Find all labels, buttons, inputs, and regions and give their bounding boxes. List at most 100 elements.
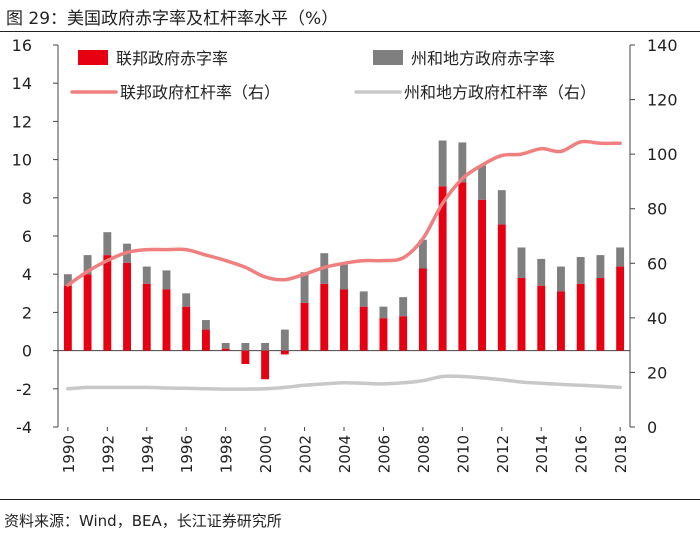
y-right-tick-label: 80	[647, 200, 667, 219]
x-tick-label: 2018	[612, 435, 630, 473]
y-left-tick-label: 4	[22, 265, 32, 284]
bar-federal-deficit	[497, 224, 506, 351]
legend-state-local-leverage-label: 州和地方政府杠杆率（右）	[404, 83, 596, 102]
bar-federal-deficit	[261, 350, 270, 380]
bar-federal-deficit	[359, 306, 368, 351]
bar-federal-deficit	[418, 268, 427, 351]
y-left-tick-label: 2	[22, 303, 32, 322]
y-left-tick-label: 16	[12, 36, 32, 55]
bar-state-local-deficit	[83, 255, 92, 275]
bar-federal-deficit	[438, 186, 447, 351]
x-tick-label: 1992	[99, 435, 117, 473]
y-left-tick-label: 10	[12, 151, 32, 170]
x-tick-label: 2006	[375, 435, 393, 473]
legend-federal-deficit-label: 联邦政府赤字率	[116, 49, 228, 68]
figure-source: 资料来源：Wind，BEA，长江证券研究所	[4, 512, 282, 530]
bar-federal-deficit	[616, 266, 625, 351]
bar-state-local-deficit	[280, 329, 289, 351]
line-federal-leverage	[66, 139, 622, 287]
legend-federal-deficit-swatch	[78, 50, 108, 65]
bar-state-local-deficit	[201, 320, 210, 330]
y-left-tick-label: 6	[22, 227, 32, 246]
bar-federal-deficit	[517, 278, 526, 351]
bar-federal-deficit	[399, 316, 408, 351]
bar-state-local-deficit	[142, 266, 151, 284]
x-tick-label: 2016	[573, 435, 591, 473]
source-divider	[0, 499, 700, 500]
bar-federal-deficit	[182, 306, 191, 351]
bar-state-local-deficit	[418, 239, 427, 269]
bar-federal-deficit	[458, 182, 467, 351]
bar-federal-deficit	[596, 278, 605, 351]
y-right-tick-label: 40	[647, 309, 667, 328]
bar-federal-deficit	[576, 283, 585, 351]
y-left-tick-label: 12	[12, 112, 32, 131]
x-tick-label: 2008	[415, 435, 433, 473]
bar-state-local-deficit	[221, 342, 230, 349]
legend-federal-leverage-label: 联邦政府杠杆率（右）	[120, 83, 280, 102]
bar-state-local-deficit	[300, 272, 309, 303]
x-tick-label: 2014	[533, 435, 551, 473]
bar-state-local-deficit	[458, 142, 467, 183]
bar-state-local-deficit	[478, 165, 487, 200]
bar-federal-deficit	[241, 350, 250, 364]
bar-federal-deficit	[379, 318, 388, 351]
line-state-local-leverage	[66, 374, 622, 391]
bar-federal-deficit	[142, 283, 151, 351]
bar-state-local-deficit	[340, 264, 348, 290]
bar-state-local-deficit	[517, 247, 526, 279]
bar-federal-deficit	[300, 302, 309, 351]
bar-state-local-deficit	[438, 140, 447, 187]
figure-title: 图 29：美国政府赤字率及杠杆率水平（%）	[6, 9, 339, 29]
x-tick-label: 2012	[494, 435, 512, 473]
y-right-tick-label: 120	[647, 91, 678, 110]
bar-state-local-deficit	[359, 291, 368, 307]
bar-state-local-deficit	[379, 306, 388, 319]
bar-federal-deficit	[83, 274, 92, 351]
y-left-tick-label: -4	[16, 418, 32, 437]
x-tick-label: 2004	[336, 435, 354, 473]
x-tick-label: 1996	[178, 435, 196, 473]
bar-state-local-deficit	[182, 293, 191, 307]
bar-state-local-deficit	[399, 297, 408, 317]
y-left-tick-label: 8	[22, 189, 32, 208]
bar-federal-deficit	[123, 262, 131, 351]
bar-state-local-deficit	[616, 247, 625, 267]
bar-state-local-deficit	[576, 257, 585, 284]
bar-federal-deficit	[280, 350, 289, 355]
y-left-tick-label: 14	[12, 74, 32, 93]
y-right-tick-label: 60	[647, 254, 667, 273]
x-tick-label: 1998	[218, 435, 236, 473]
bar-state-local-deficit	[261, 342, 270, 351]
legend-state-local-deficit-label: 州和地方政府赤字率	[411, 49, 555, 68]
bar-state-local-deficit	[596, 255, 605, 279]
bar-federal-deficit	[478, 199, 487, 351]
y-right-tick-label: 100	[647, 145, 678, 164]
bar-state-local-deficit	[103, 232, 112, 256]
y-right-tick-label: 0	[647, 418, 657, 437]
bar-state-local-deficit	[162, 270, 171, 290]
bar-state-local-deficit	[497, 190, 506, 225]
bar-federal-deficit	[340, 289, 348, 351]
x-tick-label: 2000	[257, 435, 275, 473]
bar-federal-deficit	[162, 289, 171, 351]
bar-state-local-deficit	[241, 342, 250, 351]
x-tick-label: 2002	[297, 435, 315, 473]
y-right-tick-label: 140	[647, 36, 678, 55]
bar-federal-deficit	[221, 348, 230, 351]
bar-federal-deficit	[103, 255, 112, 351]
bar-state-local-deficit	[537, 258, 546, 286]
bar-federal-deficit	[537, 285, 546, 351]
bar-state-local-deficit	[63, 274, 72, 286]
x-tick-label: 2010	[454, 435, 472, 473]
y-right-tick-label: 20	[647, 363, 667, 382]
chart: -4 -2 0 2 4 6 8 10 12 14 16 0 20 40 60 80 100 120 140 1990 1…	[12, 36, 678, 473]
legend-state-local-deficit-swatch	[373, 50, 403, 65]
bar-federal-deficit	[63, 285, 72, 351]
x-tick-label: 1994	[139, 435, 157, 473]
y-left-tick-label: 0	[22, 342, 32, 361]
y-left-tick-label: -2	[16, 380, 32, 399]
x-tick-label: 1990	[60, 435, 78, 473]
bar-federal-deficit	[201, 329, 210, 351]
title-divider	[0, 31, 700, 32]
